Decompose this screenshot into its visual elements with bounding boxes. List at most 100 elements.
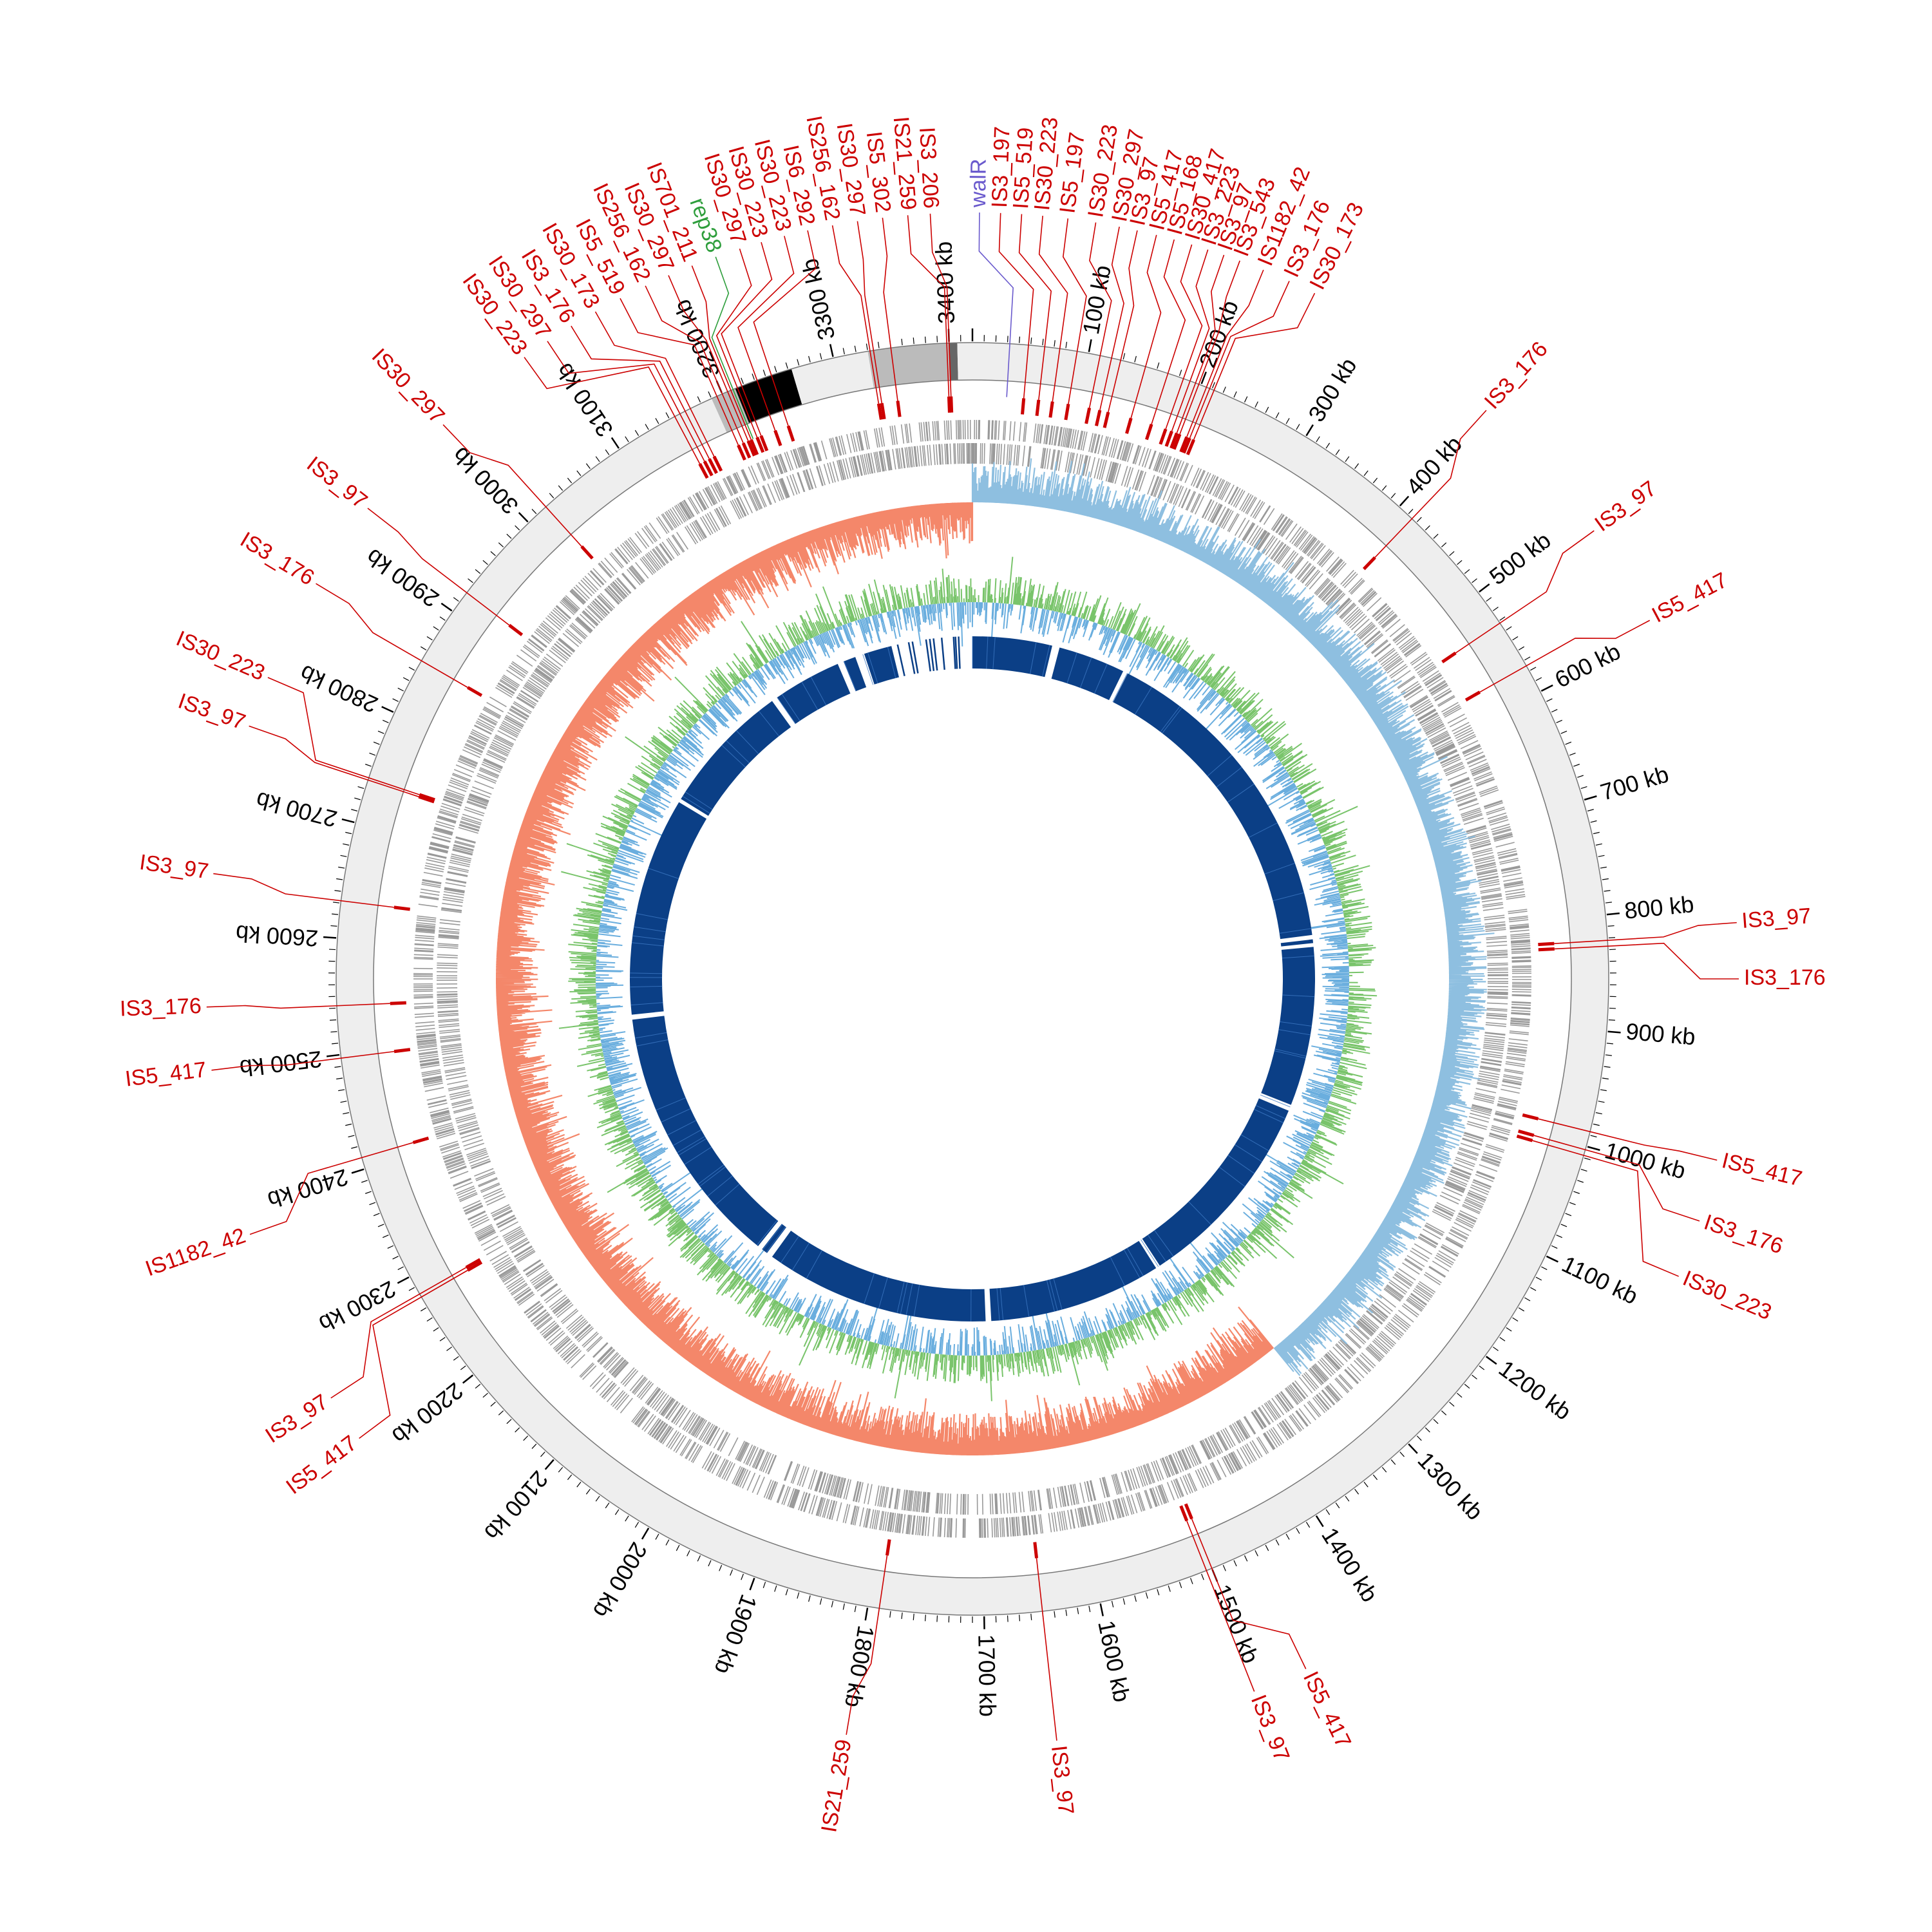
minor-tick xyxy=(762,369,766,376)
contig-segment xyxy=(867,343,951,388)
tick-label: 1700 kb xyxy=(973,1634,1001,1717)
minor-tick xyxy=(1157,362,1160,369)
label-leader-line xyxy=(442,424,582,547)
minor-tick xyxy=(1449,1401,1455,1407)
feature-label: IS3_97 xyxy=(261,1390,332,1448)
minor-tick xyxy=(1255,401,1258,408)
minor-tick xyxy=(1190,1578,1193,1584)
gc-skew-negative xyxy=(495,502,1274,1456)
minor-tick xyxy=(1602,1077,1609,1080)
label-leader-line xyxy=(715,248,758,438)
minor-tick xyxy=(1486,597,1492,602)
minor-tick xyxy=(475,1383,481,1389)
label-leader-line xyxy=(1533,1135,1700,1222)
contig-outer-edge xyxy=(336,342,1609,1616)
minor-tick xyxy=(1569,752,1576,756)
tick-label: 2700 kb xyxy=(253,787,339,833)
tick-label: 400 kb xyxy=(1401,431,1467,500)
label-leader-line xyxy=(1186,269,1264,437)
minor-tick xyxy=(482,1392,488,1398)
minor-tick xyxy=(1464,569,1470,574)
is-element-mark xyxy=(1164,430,1173,447)
tick-label: 1600 kb xyxy=(1093,1618,1135,1705)
minor-tick xyxy=(351,1146,358,1149)
tick-label: 1900 kb xyxy=(710,1591,762,1678)
blast-block xyxy=(630,802,707,1015)
label-leader-line xyxy=(831,225,880,404)
major-tick xyxy=(1099,1603,1104,1616)
label-leader-line xyxy=(929,213,952,397)
minor-tick xyxy=(365,1191,372,1194)
label-leader-line xyxy=(998,213,1034,399)
tick-label: 2200 kb xyxy=(387,1378,468,1450)
minor-tick xyxy=(558,485,564,491)
minor-tick xyxy=(1408,509,1414,515)
minor-tick xyxy=(877,341,880,348)
minor-tick xyxy=(697,1555,701,1562)
feature-label: IS3_97 xyxy=(1046,1744,1079,1815)
feature-label: IS5_417 xyxy=(1648,568,1732,628)
feature-label: IS5_417 xyxy=(1298,1668,1356,1752)
minor-tick xyxy=(1222,386,1226,393)
minor-tick xyxy=(426,636,433,641)
minor-tick xyxy=(1390,493,1396,498)
minor-tick xyxy=(369,1202,376,1206)
is-element-mark xyxy=(412,1136,430,1144)
minor-tick xyxy=(1054,340,1056,347)
minor-tick xyxy=(1560,730,1567,734)
minor-tick xyxy=(1598,855,1605,857)
minor-tick xyxy=(1577,775,1584,778)
label-leader-line xyxy=(1108,230,1138,413)
minor-tick xyxy=(741,1573,744,1580)
minor-tick xyxy=(1560,1224,1567,1227)
major-tick xyxy=(611,437,620,449)
label-leader-line xyxy=(1538,1118,1718,1161)
minor-tick xyxy=(1457,1392,1463,1398)
minor-tick xyxy=(1499,616,1506,621)
is-element-mark xyxy=(1179,436,1189,453)
minor-tick xyxy=(1600,1089,1607,1092)
is-element-mark xyxy=(393,1048,411,1054)
minor-tick xyxy=(345,1123,352,1126)
minor-tick xyxy=(1433,1419,1439,1425)
tick-label: 3200 kb xyxy=(668,296,725,382)
feature-label: IS3_176 xyxy=(119,994,202,1021)
minor-tick xyxy=(1535,677,1542,681)
minor-tick xyxy=(1296,424,1300,430)
minor-tick xyxy=(1541,1266,1548,1271)
minor-tick xyxy=(1551,709,1558,713)
minor-tick xyxy=(1019,336,1021,343)
minor-tick xyxy=(330,1019,337,1021)
minor-tick xyxy=(1381,1466,1387,1473)
major-tick xyxy=(544,1459,554,1470)
minor-tick xyxy=(866,343,868,350)
label-leader-line xyxy=(1193,292,1316,440)
label-leader-line xyxy=(846,1555,888,1735)
minor-tick xyxy=(1492,1347,1499,1351)
is-element-mark xyxy=(1021,398,1026,415)
is-element-mark xyxy=(393,905,410,911)
blast-block xyxy=(1113,673,1312,940)
minor-tick xyxy=(498,542,504,547)
minor-tick xyxy=(625,1515,629,1522)
minor-tick xyxy=(676,1544,680,1551)
minor-tick xyxy=(460,1365,466,1370)
minor-tick xyxy=(1372,477,1378,484)
minor-tick xyxy=(1345,1495,1350,1502)
minor-tick xyxy=(490,1401,496,1407)
tick-label: 1300 kb xyxy=(1413,1447,1489,1525)
minor-tick xyxy=(645,424,649,430)
major-tick xyxy=(381,706,394,713)
minor-tick xyxy=(1606,1043,1613,1045)
is-element-mark xyxy=(755,437,765,453)
feature-label: IS3_176 xyxy=(1701,1210,1786,1259)
label-leader-line xyxy=(882,218,898,401)
cds-forward-strand xyxy=(413,419,1532,1538)
label-leader-line xyxy=(1189,281,1290,439)
minor-tick xyxy=(924,336,926,343)
is-element-mark xyxy=(773,430,782,446)
label-leader-line xyxy=(1018,214,1052,400)
minor-tick xyxy=(634,430,639,436)
minor-tick xyxy=(446,1347,453,1351)
